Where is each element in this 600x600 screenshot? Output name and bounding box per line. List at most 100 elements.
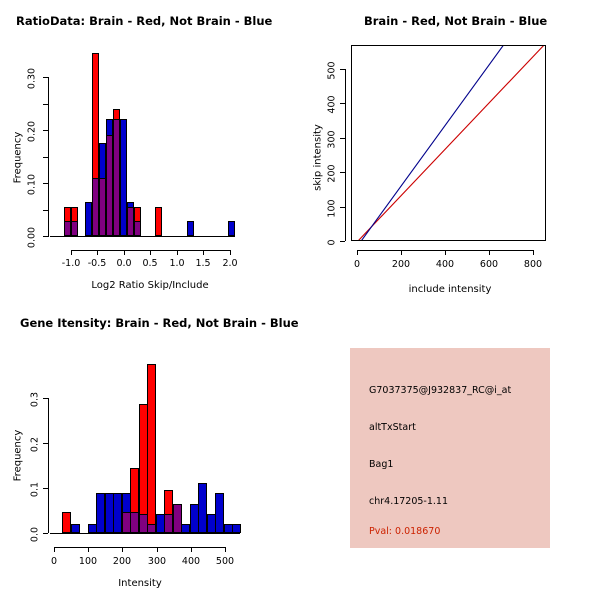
ratio-y-tick <box>43 157 48 158</box>
bar-overlap <box>113 119 120 236</box>
panel-ratio-histogram: RatioData: Brain - Red, Not Brain - Blue… <box>0 0 300 300</box>
bar-blue <box>232 524 241 533</box>
intensity-baseline <box>50 533 240 534</box>
bar-overlap <box>106 135 113 236</box>
bar-red <box>62 512 71 533</box>
intensity-x-tick <box>122 547 123 552</box>
ratio-x-tick <box>71 250 72 255</box>
info-pval: Pval: 0.018670 <box>369 526 441 537</box>
bar-overlap <box>64 221 71 236</box>
scatter-y-ticklabel: 300 <box>326 130 338 149</box>
intensity-y-axis <box>48 398 49 533</box>
intensity-y-ticklabel: 0.2 <box>29 436 41 453</box>
intensity-x-ticklabel: 300 <box>147 556 167 567</box>
ratio-x-tick <box>203 250 204 255</box>
scatter-data-layer <box>358 46 544 240</box>
scatter-x-tick <box>489 250 490 255</box>
scatter-y-ticklabel: 400 <box>326 95 338 114</box>
bar-blue <box>113 493 122 533</box>
scatter-x-axis-label: include intensity <box>408 284 492 295</box>
gene-info-panel: G7037375@J932837_RC@i_at altTxStart Bag1… <box>350 348 550 548</box>
panel-ratio-title: RatioData: Brain - Red, Not Brain - Blue <box>16 14 273 28</box>
ratio-x-tick <box>177 250 178 255</box>
ratio-y-ticklabel: 0.00 <box>26 226 38 249</box>
scatter-y-tick <box>340 103 345 104</box>
ratio-y-tick <box>43 210 48 211</box>
scatter-y-tick <box>340 69 345 70</box>
ratio-x-tick <box>124 250 125 255</box>
intensity-x-tick <box>157 547 158 552</box>
intensity-x-tick <box>225 547 226 552</box>
intensity-x-ticklabel: 500 <box>215 556 235 567</box>
intensity-x-ticklabel: 100 <box>78 556 98 567</box>
fit-line-brain <box>358 46 544 240</box>
intensity-x-tick <box>88 547 89 552</box>
bar-overlap <box>147 524 156 533</box>
scatter-x-tick <box>533 250 534 255</box>
scatter-x-tick <box>401 250 402 255</box>
bar-blue <box>187 221 194 236</box>
panel-intensity-histogram: Gene Itensity: Brain - Red, Not Brain - … <box>0 300 300 600</box>
ratio-y-ticklabel: 0.10 <box>26 173 38 196</box>
ratio-x-tick <box>150 250 151 255</box>
scatter-x-ticklabel: 0 <box>353 259 361 270</box>
scatter-y-ticklabel: 0 <box>326 239 338 246</box>
bar-blue <box>228 221 235 236</box>
ratio-x-ticklabel: 0.5 <box>142 258 158 269</box>
bar-overlap <box>139 514 148 533</box>
ratio-y-tick <box>43 104 48 105</box>
intensity-x-ticklabel: 200 <box>112 556 132 567</box>
scatter-y-axis <box>345 69 346 241</box>
scatter-x-ticklabel: 200 <box>391 259 411 270</box>
intensity-y-tick <box>43 443 48 444</box>
intensity-y-tick <box>43 488 48 489</box>
ratio-x-ticklabel: 2.0 <box>222 258 238 269</box>
ratio-y-axis-label: Frequency <box>12 131 24 184</box>
ratio-x-axis-label: Log2 Ratio Skip/Include <box>91 280 209 291</box>
scatter-x-tick <box>357 250 358 255</box>
bar-overlap <box>99 178 106 236</box>
ratio-y-tick <box>43 77 48 78</box>
scatter-y-ticklabel: 500 <box>326 61 338 80</box>
panel-scatter: Brain - Red, Not Brain - Blue <box>300 0 600 300</box>
ratio-baseline <box>50 236 235 237</box>
bar-overlap <box>127 207 134 236</box>
fit-line-notbrain <box>361 46 504 240</box>
bar-overlap <box>134 221 141 236</box>
bar-blue <box>181 524 190 533</box>
bar-blue <box>120 119 127 236</box>
scatter-y-axis-label: skip intensity <box>312 124 324 191</box>
bar-overlap <box>92 178 99 236</box>
bar-overlap <box>173 504 182 533</box>
intensity-y-tick <box>43 398 48 399</box>
ratio-x-ticklabel: -1.0 <box>61 258 81 269</box>
intensity-x-tick <box>54 547 55 552</box>
scatter-y-tick <box>340 138 345 139</box>
scatter-plot-frame <box>351 45 546 241</box>
info-event-type: altTxStart <box>369 422 416 433</box>
info-gene-symbol: Bag1 <box>369 459 394 470</box>
ratio-x-tick <box>97 250 98 255</box>
scatter-y-tick <box>340 207 345 208</box>
bar-overlap <box>130 512 139 533</box>
ratio-x-ticklabel: 1.0 <box>169 258 185 269</box>
ratio-y-ticklabel: 0.30 <box>26 67 38 90</box>
bar-overlap <box>71 221 78 236</box>
bar-blue <box>71 524 80 533</box>
ratio-x-tick <box>230 250 231 255</box>
intensity-x-ticklabel: 400 <box>181 556 201 567</box>
ratio-y-tick <box>43 183 48 184</box>
intensity-x-tick <box>191 547 192 552</box>
scatter-x-ticklabel: 400 <box>435 259 455 270</box>
ratio-x-ticklabel: 0.0 <box>116 258 132 269</box>
ratio-y-tick <box>43 130 48 131</box>
info-probe-id: G7037375@J932837_RC@i_at <box>369 385 512 396</box>
intensity-y-ticklabel: 0.3 <box>29 391 41 408</box>
intensity-y-tick <box>43 533 48 534</box>
info-locus: chr4.17205-1.11 <box>369 496 449 507</box>
intensity-title: Gene Itensity: Brain - Red, Not Brain - … <box>20 316 299 330</box>
scatter-y-ticklabel: 100 <box>326 199 338 218</box>
bar-blue <box>215 493 224 533</box>
scatter-y-tick <box>340 241 345 242</box>
ratio-y-axis <box>48 77 49 237</box>
